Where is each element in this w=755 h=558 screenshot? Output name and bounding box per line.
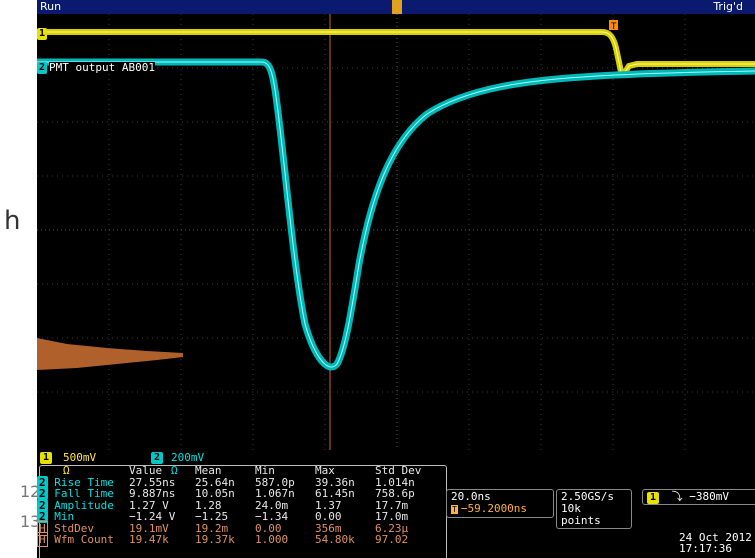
measurement-std: 17.0m	[375, 510, 409, 523]
graticule-center	[37, 14, 755, 450]
measurement-std: 758.6p	[375, 487, 415, 500]
measurement-header-row: Value Mean Min Max Std Dev	[37, 465, 425, 477]
ch2-scale-badge[interactable]: 2	[151, 452, 163, 464]
trigger-point-label: T	[611, 22, 617, 32]
measurement-name: Min	[54, 510, 75, 523]
date: 24 Oct 2012	[679, 531, 752, 544]
acquisition-readout[interactable]: 2.50GS/s 10k points	[556, 489, 632, 529]
measurement-mean: 25.64n	[195, 475, 235, 489]
measurement-max: 39.36n	[315, 475, 355, 489]
datetime-readout: 24 Oct 2012 17:17:36	[679, 532, 752, 554]
trigger-point-icon	[609, 20, 618, 30]
measurement-name: Wfm Count	[54, 533, 114, 546]
record-length: 10k points	[561, 502, 601, 527]
acquisition-state[interactable]: Run	[40, 0, 62, 13]
source-badge: 2	[37, 498, 48, 512]
measurement-min: 1.000	[255, 533, 289, 546]
measurement-value: 9.887ns	[129, 487, 176, 500]
measurement-min: 0.00	[255, 521, 282, 535]
measurement-row-stddev[interactable]: H StdDev 19.1mV 19.2m 0.00 356m 6.23µ	[37, 520, 425, 536]
ch2-ground-marker[interactable]: 2	[37, 62, 47, 74]
falling-edge-icon: ⤵	[671, 490, 683, 503]
measurement-min: −1.34	[255, 510, 289, 523]
trigger-position-icon: T	[451, 505, 458, 514]
measurement-mean: 19.2m	[195, 521, 229, 535]
measurement-name: Amplitude	[54, 498, 114, 512]
timebase-scale: 20.0ns	[451, 490, 491, 503]
measurement-value: 1.27 V	[129, 498, 169, 512]
measurement-value: 19.1mV	[129, 521, 169, 535]
source-badge: 2	[37, 475, 48, 489]
timebase-position: −59.2000ns	[460, 502, 528, 515]
measurement-max: 356m	[315, 521, 342, 535]
header-max: Max	[315, 464, 335, 477]
ch1-ground-marker[interactable]: 1	[37, 28, 47, 40]
sample-rate: 2.50GS/s	[561, 490, 614, 503]
measurement-mean: 10.05n	[195, 487, 235, 500]
trigger-position-icon[interactable]	[392, 0, 402, 14]
source-badge: 2	[37, 510, 48, 523]
measurement-name: Fall Time	[54, 487, 114, 500]
measurement-value: 27.55ns	[129, 475, 176, 489]
timebase-readout[interactable]: 20.0ns T −59.2000ns	[446, 489, 554, 518]
measurement-row-wfm-count[interactable]: H Wfm Count 19.47k 19.37k 1.000 54.80k 9…	[37, 532, 425, 547]
source-badge: 2	[37, 487, 48, 500]
status-bar: Run Trig'd	[37, 0, 755, 14]
measurement-value: −1.24 V	[129, 510, 176, 523]
header-value: Value	[129, 464, 163, 477]
source-badge: H	[37, 520, 48, 536]
ch2-scale[interactable]: 200mV Ω	[171, 451, 205, 477]
slide-number-fragment: 12	[20, 482, 41, 501]
graticule	[37, 14, 755, 450]
measurement-mean: 19.37k	[195, 533, 235, 546]
measurement-name: StdDev	[54, 521, 94, 535]
ch1-scale[interactable]: 500mV Ω	[63, 451, 97, 477]
source-badge: H	[37, 532, 48, 547]
measurement-max: 61.45n	[315, 487, 355, 500]
trigger-status: Trig'd	[713, 0, 743, 13]
measurement-std: 17.7m	[375, 498, 409, 512]
trigger-source-badge: 1	[647, 492, 659, 504]
trigger-readout[interactable]: 1 ⤵ −380mV	[642, 489, 755, 505]
measurement-std: 97.02	[375, 533, 409, 546]
oscilloscope-screen: Run Trig'd T 1 2 PMT	[37, 0, 755, 558]
slide-text-fragment: h	[4, 206, 21, 236]
header-mean: Mean	[195, 464, 222, 477]
measurement-min: 1.067n	[255, 487, 295, 500]
measurement-row-min[interactable]: 2 Min −1.24 V −1.25 −1.34 0.00 17.0m	[37, 510, 425, 523]
ch1-scale-badge[interactable]: 1	[40, 452, 52, 464]
measurement-max: 54.80k	[315, 533, 355, 546]
header-min: Min	[255, 464, 275, 477]
measurement-std: 1.014n	[375, 475, 415, 489]
measurement-mean: −1.25	[195, 510, 229, 523]
measurement-value: 19.47k	[129, 533, 169, 546]
readout-panel	[37, 450, 755, 558]
header-std-dev: Std Dev	[375, 464, 422, 477]
measurement-name: Rise Time	[54, 475, 114, 489]
measurement-max: 0.00	[315, 510, 342, 523]
measurement-min: 587.0p	[255, 475, 295, 489]
ch2-trace	[37, 58, 755, 371]
measurement-row-rise-time[interactable]: 2 Rise Time 27.55ns 25.64n 587.0p 39.36n…	[37, 475, 425, 489]
measurement-row-amplitude[interactable]: 2 Amplitude 1.27 V 1.28 24.0m 1.37 17.7m	[37, 498, 425, 512]
measurement-row-fall-time[interactable]: 2 Fall Time 9.887ns 10.05n 1.067n 61.45n…	[37, 487, 425, 500]
measurement-max: 1.37	[315, 498, 342, 512]
histogram	[37, 338, 183, 370]
trigger-level: −380mV	[689, 490, 729, 503]
measurement-table: Value Mean Min Max Std Dev 2 Rise Time 2…	[37, 465, 425, 547]
ch2-waveform-label[interactable]: PMT output AB001	[49, 61, 155, 74]
measurement-mean: 1.28	[195, 498, 222, 512]
measurement-std: 6.23µ	[375, 521, 409, 535]
waveform-display: T	[37, 14, 755, 450]
time: 17:17:36	[679, 542, 732, 555]
measurement-min: 24.0m	[255, 498, 289, 512]
slide-number-fragment: 13	[20, 512, 41, 531]
